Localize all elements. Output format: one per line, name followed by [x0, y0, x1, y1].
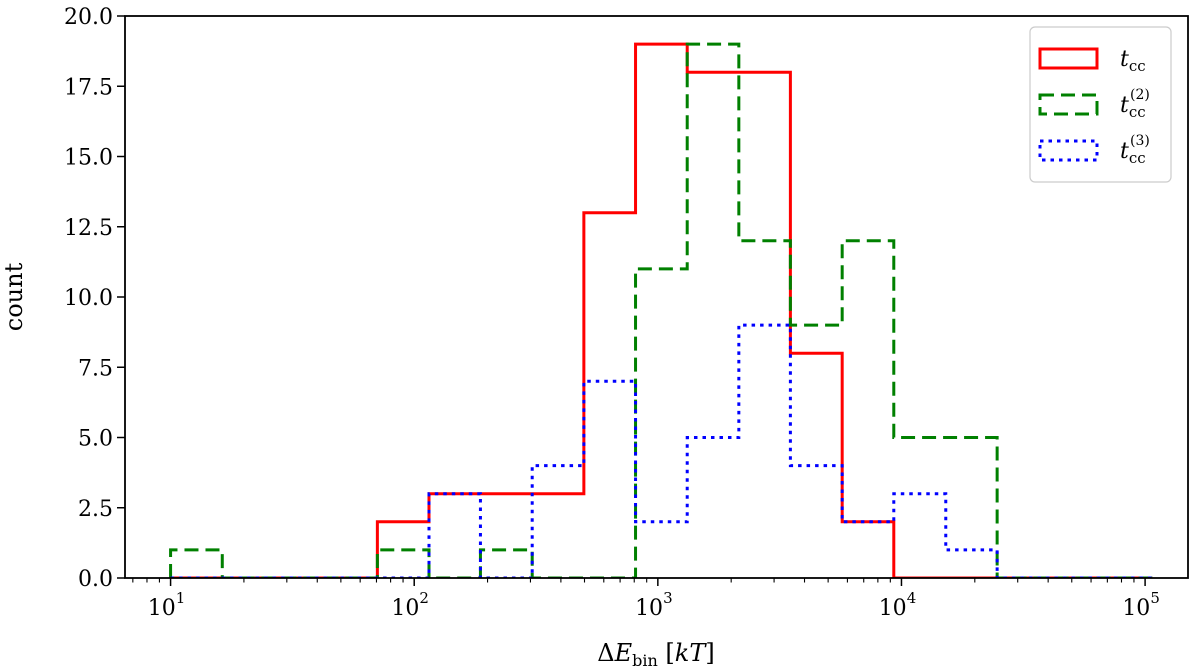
x-axis: 101 102 103 104 105: [132, 578, 1160, 621]
series-1-histogram: [170, 42, 1153, 578]
x-tick-label: 104: [879, 589, 917, 621]
x-tick-label: 105: [1122, 589, 1160, 621]
y-tick-label: 17.5: [64, 75, 113, 100]
legend: tcc tcc(2) tcc(3): [1029, 26, 1172, 183]
x-tick-label: 101: [148, 589, 186, 621]
y-tick-label: 12.5: [64, 216, 113, 241]
x-tick-label: 103: [635, 589, 673, 621]
y-tick-label: 20.0: [64, 5, 113, 30]
y-tick-label: 2.5: [78, 497, 113, 522]
legend-label-1: tcc: [1120, 47, 1146, 75]
series-layer: [169, 42, 1153, 578]
legend-handle-3: [1038, 139, 1099, 162]
y-tick-label: 5.0: [78, 427, 113, 452]
y-axis: 0.0 2.5 5.0 7.5 10.0 12.5 15.0 17.5 20.0: [64, 5, 125, 592]
legend-box: [1029, 26, 1172, 183]
x-tick-label: 102: [391, 589, 429, 621]
series-3-histogram: [170, 323, 1153, 578]
legend-label-3: tcc(3): [1120, 133, 1150, 167]
legend-handle-1: [1038, 47, 1099, 70]
y-axis-label: count: [0, 262, 28, 331]
x-axis-label: ΔEbin [kT]: [597, 639, 714, 670]
y-tick-label: 7.5: [78, 356, 113, 381]
series-2-histogram: [169, 42, 1153, 578]
y-tick-label: 0.0: [78, 567, 113, 592]
legend-handle-2: [1038, 93, 1099, 116]
y-tick-label: 15.0: [64, 146, 113, 171]
legend-label-2: tcc(2): [1120, 87, 1150, 121]
y-tick-label: 10.0: [64, 286, 113, 311]
